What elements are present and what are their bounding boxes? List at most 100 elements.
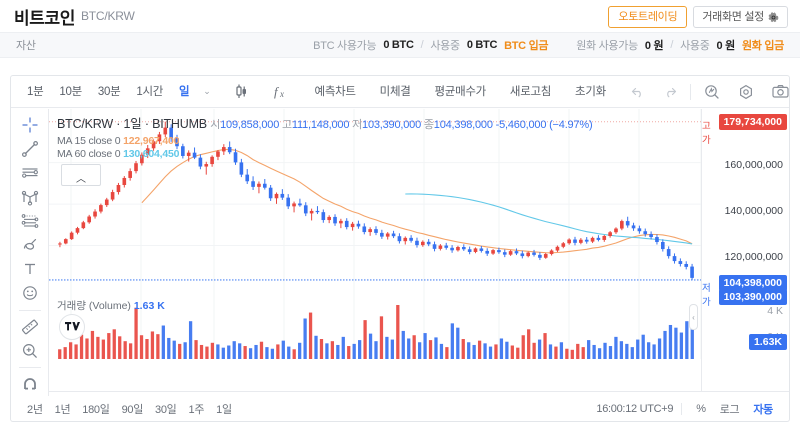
target-icon[interactable] [729, 84, 763, 100]
asset-bar: 자산 BTC 사용가능 0 BTC / 사용중 0 BTC BTC 입금 원화 … [0, 32, 800, 58]
panel-collapse-handle[interactable]: ‹ [689, 304, 698, 330]
interval-30m[interactable]: 30분 [97, 85, 121, 98]
volume-caption: 거래량 (Volume) 1.63 K [57, 298, 165, 313]
screen-setting-button[interactable]: 거래화면 설정 [693, 6, 788, 28]
crosshair-icon[interactable] [17, 115, 43, 136]
chart-legend: BTC/KRW · 1일 · BITHUMB 시109,858,000 고111… [57, 113, 593, 160]
range-1y[interactable]: 1년 [54, 403, 71, 416]
magnet-icon[interactable] [17, 374, 43, 395]
forecast-chart-button[interactable]: 예측차트 [314, 85, 356, 98]
avg-buy-price-button[interactable]: 평균매수가 [434, 85, 487, 98]
btc-deposit-link[interactable]: BTC 입금 [504, 40, 549, 52]
high-value: 111,148,000 [291, 119, 350, 131]
interval-10m[interactable]: 10분 [59, 85, 82, 98]
horizontal-lines-icon[interactable] [17, 163, 43, 184]
reset-button[interactable]: 초기화 [575, 85, 606, 98]
candlestick-canvas[interactable] [49, 109, 701, 365]
btc-in-use-label: 사용중 [430, 40, 460, 52]
open-label: 시 [210, 119, 221, 131]
interval-1m[interactable]: 1분 [27, 85, 44, 98]
zoom-in-icon[interactable] [17, 340, 43, 361]
krw-in-use-label: 사용중 [680, 40, 710, 52]
log-scale-toggle[interactable]: 로그 [719, 403, 740, 416]
range-2y[interactable]: 2년 [27, 403, 43, 416]
price-plot[interactable]: BTC/KRW · 1일 · BITHUMB 시109,858,000 고111… [49, 109, 701, 391]
candlestick-icon[interactable] [225, 84, 257, 99]
chevron-down-icon[interactable]: ⌄ [203, 86, 211, 96]
range-30d[interactable]: 30일 [155, 403, 177, 416]
high-side-label: 고가 [702, 121, 711, 146]
auto-trading-button[interactable]: 오토트레이딩 [608, 6, 688, 28]
clock-label: 16:00:12 UTC+9 [596, 402, 674, 415]
divider [681, 402, 683, 415]
krw-available-value: 0 원 [644, 40, 664, 52]
brush-icon[interactable] [17, 235, 43, 256]
rail-divider [18, 367, 41, 369]
header-actions: 오토트레이딩 거래화면 설정 [608, 6, 788, 28]
volume-value-tag: 1.63K [748, 334, 787, 350]
btc-in-use-value: 0 BTC [466, 39, 498, 51]
legend-ma15: MA 15 close 0 122,967,400 [57, 135, 592, 147]
price-scale[interactable]: 고가 179,734,000 160,000,000 140,000,000 1… [701, 109, 789, 391]
krw-deposit-link[interactable]: 원화 입금 [741, 40, 784, 52]
auto-scale-toggle[interactable]: 자동 [753, 403, 773, 416]
trendline-icon[interactable] [17, 139, 43, 160]
low-value: 103,390,000 [362, 119, 422, 131]
refresh-button[interactable]: 새로고침 [509, 85, 552, 98]
bottom-bar: 2년 1년 180일 90일 30일 1주 1일 16:00:12 UTC+9 … [10, 396, 790, 422]
price-tick-120m: 120,000,000 [724, 251, 783, 263]
percent-scale-toggle[interactable]: % [696, 402, 706, 415]
separator-1: / [420, 39, 424, 51]
camera-icon[interactable] [763, 84, 798, 99]
legend-ma60: MA 60 close 0 130,604,450 [57, 148, 592, 160]
range-1d[interactable]: 1일 [216, 403, 232, 416]
range-1w[interactable]: 1주 [188, 403, 205, 416]
measure-ruler-icon[interactable] [17, 316, 43, 337]
asset-values: BTC 사용가능 0 BTC / 사용중 0 BTC BTC 입금 원화 사용가… [313, 37, 784, 53]
interval-1d[interactable]: 일 [179, 85, 190, 98]
gear-icon [768, 11, 779, 23]
high-price-tag: 179,734,000 [718, 114, 787, 130]
svg-text:x: x [279, 89, 284, 99]
fib-retracement-icon[interactable] [17, 211, 43, 232]
rail-divider [18, 309, 41, 311]
emoji-icon[interactable] [17, 283, 43, 304]
tradingview-logo[interactable] [59, 314, 85, 340]
undo-icon[interactable] [622, 86, 654, 98]
separator-2: / [670, 39, 674, 51]
low-label: 저 [352, 119, 363, 131]
interval-1h[interactable]: 1시간 [136, 85, 164, 98]
drawing-tools-rail [11, 109, 49, 419]
legend-symbol-line: BTC/KRW · 1일 · BITHUMB 시109,858,000 고111… [57, 113, 593, 132]
change-value: -5,460,000 (−4.97%) [495, 119, 593, 131]
btc-available-value: 0 BTC [383, 39, 414, 51]
page-title: 비트코인 [14, 8, 75, 28]
volume-value: 1.63 K [133, 300, 165, 312]
alert-search-icon[interactable] [695, 84, 729, 100]
cursor-tooltip-box: ︿ [61, 164, 101, 186]
svg-text:f: f [274, 84, 280, 99]
redo-icon[interactable] [654, 86, 686, 98]
close-price-tag: 104,398,000 [718, 275, 787, 291]
legend-symbol: BTC/KRW · 1일 · BITHUMB [57, 117, 207, 131]
chart-area[interactable]: BTC/KRW · 1일 · BITHUMB 시109,858,000 고111… [49, 109, 789, 419]
open-orders-button[interactable]: 미체결 [379, 85, 411, 98]
close-value: 104,398,000 [433, 119, 493, 131]
range-90d[interactable]: 90일 [121, 403, 144, 416]
btc-available-label: BTC 사용가능 [313, 40, 377, 52]
krw-available-label: 원화 사용가능 [576, 40, 638, 52]
asset-label: 자산 [16, 40, 36, 52]
legend-ohlc: 시109,858,000 고111,148,000 저103,390,000 종… [210, 119, 592, 131]
ma15-value: 122,967,400 [123, 135, 180, 147]
low-side-label: 저가 [702, 283, 711, 308]
volume-label: 거래량 (Volume) [57, 300, 131, 312]
text-icon[interactable] [17, 259, 43, 280]
pitchfork-icon[interactable] [17, 187, 43, 208]
range-180d[interactable]: 180일 [82, 403, 110, 416]
toolbar-right-icons [686, 83, 800, 100]
cursor-caret-icon: ︿ [76, 174, 86, 185]
